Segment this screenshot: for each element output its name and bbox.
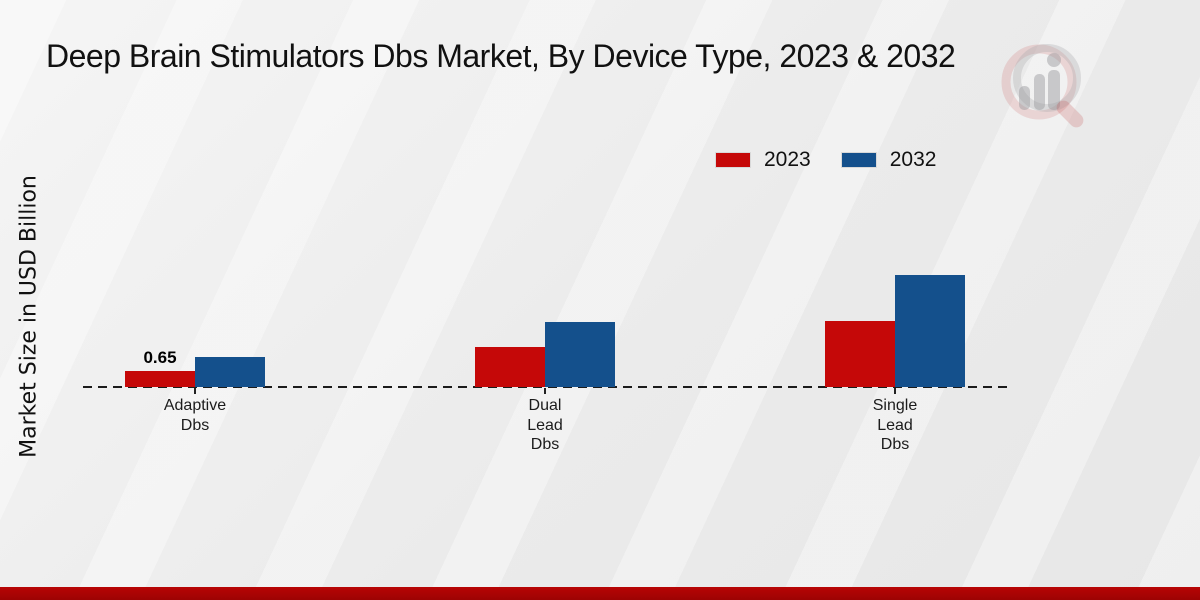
category-label: Adaptive Dbs (163, 397, 227, 434)
legend-label: 2023 (764, 148, 811, 171)
category-label: Dual Lead Dbs (527, 397, 563, 453)
category-label: Single Lead Dbs (872, 397, 918, 453)
brand-logo-watermark (995, 30, 1105, 140)
x-axis-line (83, 386, 1008, 388)
bar-2023-adaptive-dbs (125, 371, 195, 387)
bar-2032-adaptive-dbs (195, 357, 265, 387)
legend-swatch-icon (715, 152, 751, 168)
footer-accent-bar (0, 587, 1200, 600)
legend-item-2023: 2023 (715, 148, 811, 172)
legend: 2023 2032 (715, 148, 936, 172)
magnifier-bar-chart-icon (1001, 44, 1084, 128)
chart-title: Deep Brain Stimulators Dbs Market, By De… (46, 38, 956, 74)
legend-swatch-icon (840, 152, 877, 168)
bar-value-label: 0.65 (143, 348, 177, 367)
bar-2032-dual-lead-dbs (545, 322, 615, 387)
legend-label: 2032 (889, 148, 937, 171)
x-axis-tick (894, 388, 896, 394)
bar-2023-single-lead-dbs (825, 321, 895, 387)
legend-item-2032: 2032 (840, 148, 937, 172)
bar-2032-single-lead-dbs (895, 275, 965, 387)
x-axis-tick (194, 388, 196, 394)
bar-2023-dual-lead-dbs (475, 347, 545, 387)
x-axis-tick (544, 388, 546, 394)
